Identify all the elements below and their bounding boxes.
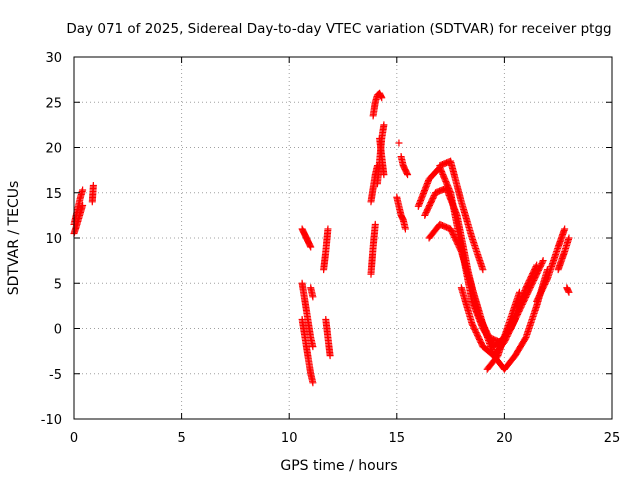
data-point [371, 220, 379, 228]
data-point [565, 288, 573, 296]
data-point [404, 171, 412, 179]
y-tick-label: -10 [41, 413, 62, 428]
y-tick-label: 30 [45, 51, 62, 66]
y-tick-label: 25 [45, 96, 62, 111]
axis-ticks: 0 5 10 15 20 25 -10 -5 0 5 10 15 20 25 30 [41, 51, 621, 446]
data-point [307, 243, 315, 251]
data-point [401, 225, 409, 233]
data-point [380, 121, 388, 129]
data-point [378, 94, 386, 102]
x-tick-label: 0 [70, 431, 78, 446]
data-point [79, 201, 87, 209]
data-point [479, 266, 487, 274]
data-point [565, 234, 573, 242]
data-point [309, 343, 317, 351]
data-point [309, 379, 317, 387]
y-axis-title: SDTVAR / TECUs [6, 181, 22, 296]
data-point [539, 257, 547, 265]
data-point [395, 139, 403, 147]
data-point [79, 186, 87, 194]
x-tick-label: 20 [496, 431, 513, 446]
y-tick-label: 20 [45, 142, 62, 157]
data-point [515, 288, 523, 296]
x-tick-label: 15 [389, 431, 406, 446]
x-axis-title: GPS time / hours [280, 458, 397, 474]
data-point [309, 293, 317, 301]
data-point [538, 258, 546, 266]
x-tick-label: 25 [604, 431, 621, 446]
data-point [324, 225, 332, 233]
y-tick-label: 10 [45, 232, 62, 247]
y-tick-label: 0 [54, 323, 62, 338]
data-point [561, 225, 569, 233]
data-point [403, 169, 411, 177]
data-points [70, 89, 573, 387]
data-point [326, 352, 334, 360]
x-tick-label: 5 [177, 431, 185, 446]
y-tick-label: 15 [45, 187, 62, 202]
grid [74, 57, 612, 419]
data-point [380, 171, 388, 179]
y-tick-label: 5 [54, 277, 62, 292]
data-point [89, 182, 97, 190]
y-tick-label: -5 [49, 368, 62, 383]
chart-title: Day 071 of 2025, Sidereal Day-to-day VTE… [66, 21, 611, 37]
x-tick-label: 10 [281, 431, 298, 446]
